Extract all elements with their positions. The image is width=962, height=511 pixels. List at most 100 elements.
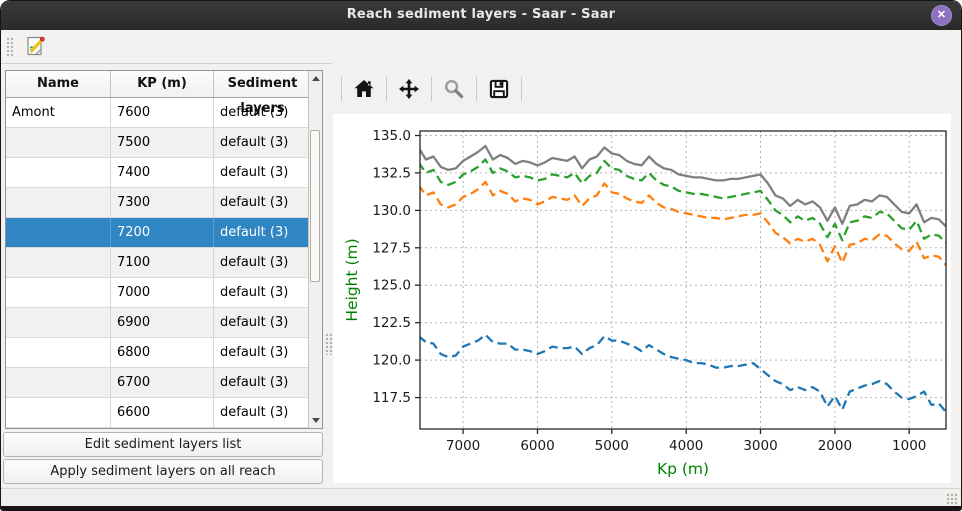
x-axis-label: Kp (m) — [657, 460, 709, 478]
table-row[interactable]: 7100 default (3) — [6, 248, 322, 278]
figure-canvas[interactable]: 7000 6000 5000 4000 3000 2000 1000 117.5 120.0 12… — [333, 114, 951, 483]
table-row[interactable]: 7300 default (3) — [6, 188, 322, 218]
kp-cell[interactable]: 7100 — [111, 248, 214, 277]
toolbar-separator — [386, 77, 387, 101]
save-icon — [489, 79, 509, 99]
column-header[interactable]: Sediment layers — [214, 71, 311, 116]
edit-sediment-layers-list-button[interactable]: Edit sediment layers list — [3, 432, 323, 457]
layers-cell[interactable]: default (3) — [220, 195, 289, 210]
zoom-button[interactable] — [437, 74, 471, 104]
toolbar-drag-handle[interactable] — [6, 37, 14, 57]
close-button[interactable]: ✕ — [931, 5, 952, 26]
plot-panel: 7000 6000 5000 4000 3000 2000 1000 117.5 120.0 12… — [332, 63, 961, 488]
kp-cell[interactable]: 6600 — [111, 398, 214, 427]
sediment-table: Name KP (m) Sediment layers Amont 7600 defau… — [5, 70, 323, 429]
table-row[interactable]: 7200 default (3) — [6, 218, 322, 248]
svg-text:120.0: 120.0 — [372, 353, 411, 369]
table-row[interactable]: 7000 default (3) — [6, 278, 322, 308]
titlebar[interactable]: Reach sediment layers - Saar - Saar ✕ — [1, 1, 961, 30]
kp-cell[interactable]: 7300 — [111, 188, 214, 217]
scroll-down-button[interactable] — [309, 413, 322, 428]
column-header[interactable]: Name — [6, 71, 111, 97]
name-cell[interactable] — [6, 128, 111, 157]
table-row[interactable]: 7400 default (3) — [6, 158, 322, 188]
toolbar-separator — [431, 77, 432, 101]
height-profile-chart[interactable]: 7000 6000 5000 4000 3000 2000 1000 117.5 120.0 12… — [333, 114, 951, 483]
kp-cell[interactable]: 7200 — [111, 218, 214, 247]
kp-cell[interactable]: 6700 — [111, 368, 214, 397]
kp-cell[interactable]: 7400 — [111, 158, 214, 187]
svg-text:7000: 7000 — [446, 438, 480, 454]
status-bar — [1, 488, 961, 507]
toolbar-separator — [341, 77, 342, 101]
name-cell[interactable] — [6, 218, 111, 247]
name-cell[interactable] — [6, 188, 111, 217]
svg-text:127.5: 127.5 — [372, 240, 411, 256]
table-row[interactable]: 6600 default (3) — [6, 398, 322, 428]
home-icon — [354, 80, 374, 97]
name-cell[interactable] — [6, 338, 111, 367]
main-toolbar — [1, 30, 961, 64]
layers-cell[interactable]: default (3) — [220, 405, 289, 420]
splitter-handle[interactable] — [325, 333, 332, 355]
layers-cell[interactable]: default (3) — [220, 225, 289, 240]
kp-cell[interactable]: 6900 — [111, 308, 214, 337]
layers-cell[interactable]: default (3) — [220, 135, 289, 150]
table-row[interactable]: 6800 default (3) — [6, 338, 322, 368]
home-button[interactable] — [347, 74, 381, 104]
svg-text:3000: 3000 — [743, 438, 777, 454]
kp-cell[interactable]: 7000 — [111, 278, 214, 307]
layers-cell[interactable]: default (3) — [220, 285, 289, 300]
close-icon: ✕ — [936, 9, 947, 21]
svg-text:5000: 5000 — [595, 438, 629, 454]
name-cell[interactable] — [6, 398, 111, 427]
svg-text:1000: 1000 — [892, 438, 926, 454]
zoom-icon — [445, 80, 464, 99]
table-scrollbar[interactable] — [308, 71, 322, 428]
svg-text:130.0: 130.0 — [372, 203, 411, 219]
kp-cell[interactable]: 6800 — [111, 338, 214, 367]
svg-text:122.5: 122.5 — [372, 315, 411, 331]
scroll-down-icon — [311, 418, 320, 423]
svg-text:6000: 6000 — [520, 438, 554, 454]
layers-cell[interactable]: default (3) — [220, 165, 289, 180]
name-cell[interactable] — [6, 368, 111, 397]
window-title: Reach sediment layers - Saar - Saar — [346, 7, 616, 22]
name-cell[interactable]: Amont — [6, 98, 111, 127]
y-axis-label: Height (m) — [343, 238, 361, 321]
layers-cell[interactable]: default (3) — [220, 375, 289, 390]
table-row-partial[interactable] — [6, 428, 322, 429]
edit-sediment-note-icon — [27, 36, 45, 56]
apply-sediment-layers-button[interactable]: Apply sediment layers on all reach — [3, 459, 323, 484]
svg-text:2000: 2000 — [818, 438, 852, 454]
column-header[interactable]: KP (m) — [111, 71, 214, 97]
scroll-up-icon — [311, 76, 320, 81]
pan-icon — [399, 79, 419, 99]
plot-toolbar — [336, 74, 527, 104]
svg-text:117.5: 117.5 — [372, 390, 411, 406]
edit-sediment-layers-button[interactable] — [21, 33, 49, 60]
name-cell[interactable] — [6, 158, 111, 187]
kp-cell[interactable]: 7600 — [111, 98, 214, 127]
table-row[interactable]: 7500 default (3) — [6, 128, 322, 158]
layers-cell[interactable]: default (3) — [220, 315, 289, 330]
table-row[interactable]: 6900 default (3) — [6, 308, 322, 338]
resize-grip[interactable] — [946, 493, 957, 504]
table-row[interactable]: 6700 default (3) — [6, 368, 322, 398]
save-button[interactable] — [482, 74, 516, 104]
layers-cell[interactable]: default (3) — [220, 255, 289, 270]
kp-cell[interactable]: 7500 — [111, 128, 214, 157]
table-row[interactable]: Amont 7600 default (3) — [6, 98, 322, 128]
name-cell[interactable] — [6, 248, 111, 277]
name-cell[interactable] — [6, 308, 111, 337]
svg-text:4000: 4000 — [669, 438, 703, 454]
window-bottom-border — [1, 506, 961, 510]
table-body: Amont 7600 default (3) 7500 default (3) 7400 d… — [6, 98, 322, 429]
pan-button[interactable] — [392, 74, 426, 104]
scrollbar-thumb[interactable] — [310, 130, 320, 282]
layers-cell[interactable]: default (3) — [220, 345, 289, 360]
scroll-up-button[interactable] — [309, 71, 322, 86]
name-cell[interactable] — [6, 278, 111, 307]
svg-text:132.5: 132.5 — [372, 165, 411, 181]
layers-cell[interactable]: default (3) — [220, 105, 289, 120]
